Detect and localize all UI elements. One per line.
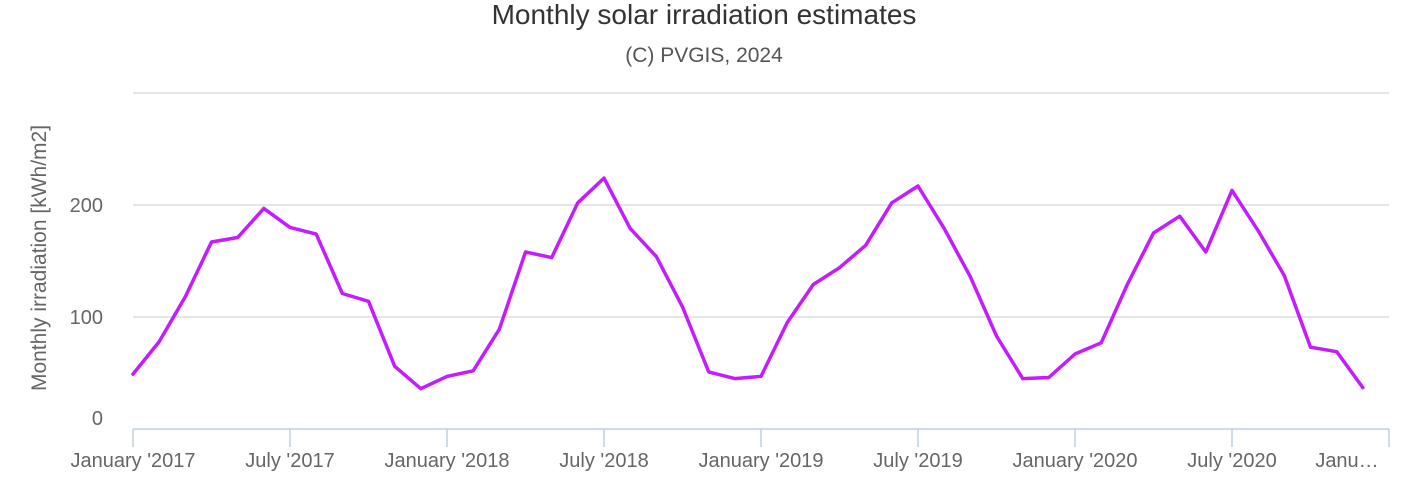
y-tick-label: 0 [92,408,103,430]
x-tick-label: January '2018 [384,450,509,472]
data-point [1178,214,1182,218]
data-point [811,283,815,287]
data-point [576,201,580,205]
x-tick-label: Janu… [1315,450,1378,472]
series-line [131,176,1365,391]
data-point [1309,345,1312,349]
data-point [262,206,266,210]
data-point [445,374,449,378]
data-point [890,201,894,205]
x-tick-label: July '2020 [1187,450,1276,472]
data-point [471,369,475,373]
data-point [1282,274,1286,278]
data-point [210,240,213,244]
data-point [393,364,397,368]
data-point [1152,231,1155,235]
data-point [942,227,946,231]
data-point [314,232,318,236]
data-point [995,334,998,338]
x-tick-label: July '2018 [559,450,648,472]
chart-title: Monthly solar irradiation estimates [492,0,917,30]
data-point [1047,375,1051,379]
data-point [340,291,344,295]
data-point [419,387,423,391]
data-point [183,295,187,299]
x-tick-label: January '2019 [698,450,823,472]
data-point [550,256,554,260]
data-point [1361,386,1365,390]
data-point [733,377,737,381]
data-point [785,321,789,325]
data-point [1073,352,1077,356]
data-point [681,305,684,309]
data-point [524,250,527,254]
data-point [1204,250,1208,254]
data-point [968,275,972,279]
data-point [1256,229,1260,233]
data-point [1125,283,1129,287]
chart-subtitle: (C) PVGIS, 2024 [625,44,783,67]
y-tick-label: 100 [70,307,103,329]
data-point [131,372,135,376]
data-point [1099,341,1103,345]
data-point [602,176,606,180]
x-tick-label: July '2019 [873,450,962,472]
data-point [367,299,370,303]
x-tick-label: July '2017 [245,450,334,472]
data-point [759,374,763,378]
data-point [1335,350,1339,354]
data-point [497,327,501,331]
data-point [628,227,632,231]
data-point [916,184,920,188]
y-tick-label: 200 [70,195,103,217]
x-tick-label: January '2017 [70,450,195,472]
y-axis-label: Monthly irradiation [kWh/m2] [28,125,51,391]
data-point [236,235,240,239]
data-point [1230,188,1234,192]
data-point [707,370,711,374]
data-point [838,266,841,270]
data-point [288,225,292,229]
x-tick-label: January '2020 [1012,450,1137,472]
data-point [654,255,658,259]
data-point [864,243,868,247]
data-point [157,340,161,344]
data-point [1021,377,1025,381]
